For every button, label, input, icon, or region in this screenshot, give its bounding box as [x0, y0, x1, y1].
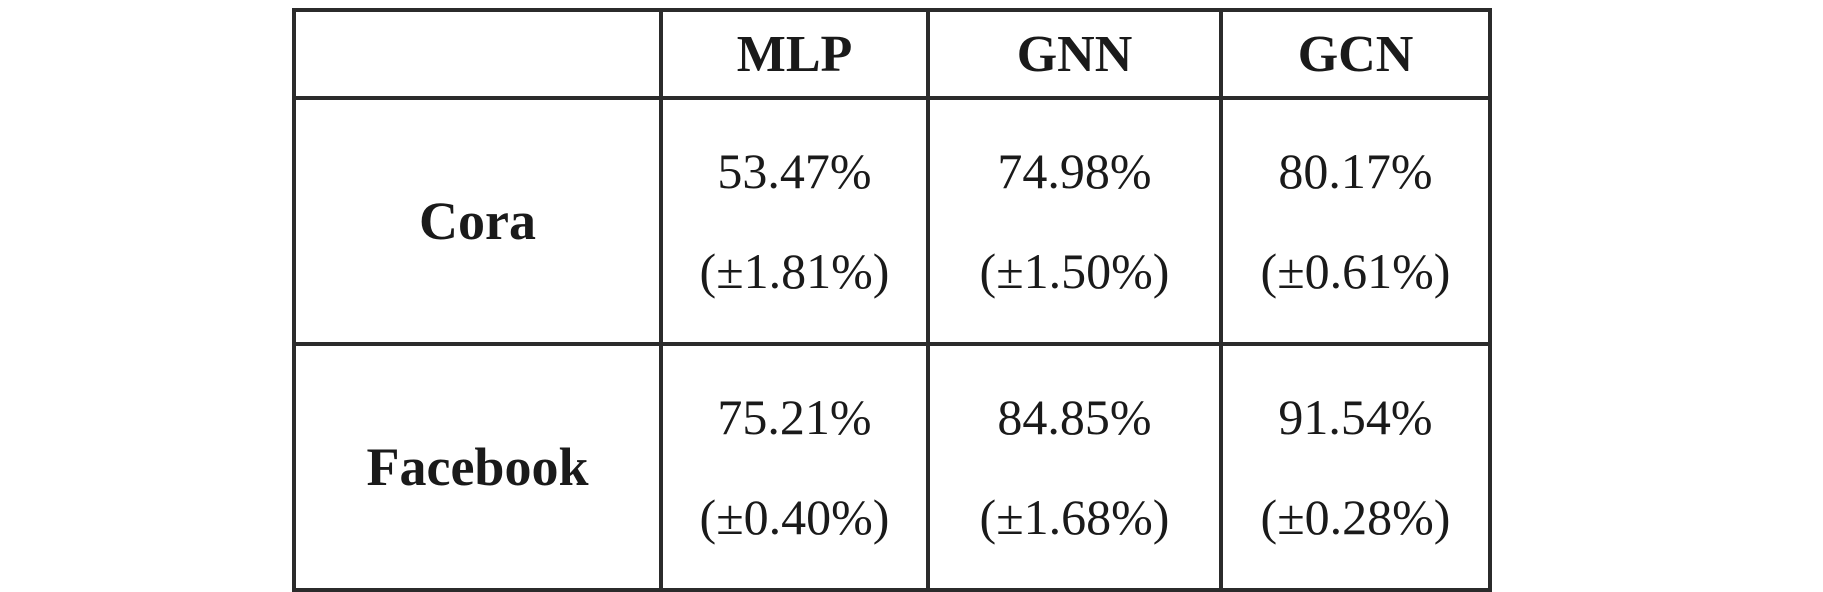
- row-header-facebook: Facebook: [292, 342, 663, 592]
- cell-std: (±0.28%): [1260, 489, 1451, 545]
- corner-cell: [292, 8, 663, 100]
- table-row-cora: Cora 53.47% (±1.81%) 74.98% (±1.50%) 80.…: [292, 96, 1492, 346]
- cell-facebook-gnn: 84.85% (±1.68%): [926, 342, 1223, 592]
- column-header-gnn: GNN: [926, 8, 1223, 100]
- cell-mean: 80.17%: [1278, 143, 1433, 199]
- table-row-facebook: Facebook 75.21% (±0.40%) 84.85% (±1.68%)…: [292, 342, 1492, 592]
- cell-facebook-mlp: 75.21% (±0.40%): [659, 342, 930, 592]
- cell-mean: 53.47%: [717, 143, 872, 199]
- cell-mean: 84.85%: [997, 389, 1152, 445]
- cell-std: (±0.61%): [1260, 243, 1451, 299]
- cell-std: (±1.50%): [979, 243, 1170, 299]
- cell-mean: 75.21%: [717, 389, 872, 445]
- cell-cora-mlp: 53.47% (±1.81%): [659, 96, 930, 346]
- results-table: MLP GNN GCN Cora 53.47% (±1.81%) 74.98% …: [292, 8, 1492, 592]
- cell-mean: 91.54%: [1278, 389, 1433, 445]
- cell-std: (±0.40%): [699, 489, 890, 545]
- cell-cora-gcn: 80.17% (±0.61%): [1219, 96, 1492, 346]
- cell-facebook-gcn: 91.54% (±0.28%): [1219, 342, 1492, 592]
- column-header-gcn: GCN: [1219, 8, 1492, 100]
- column-header-mlp: MLP: [659, 8, 930, 100]
- header-row: MLP GNN GCN: [292, 8, 1492, 100]
- cell-cora-gnn: 74.98% (±1.50%): [926, 96, 1223, 346]
- cell-std: (±1.68%): [979, 489, 1170, 545]
- row-header-cora: Cora: [292, 96, 663, 346]
- cell-std: (±1.81%): [699, 243, 890, 299]
- cell-mean: 74.98%: [997, 143, 1152, 199]
